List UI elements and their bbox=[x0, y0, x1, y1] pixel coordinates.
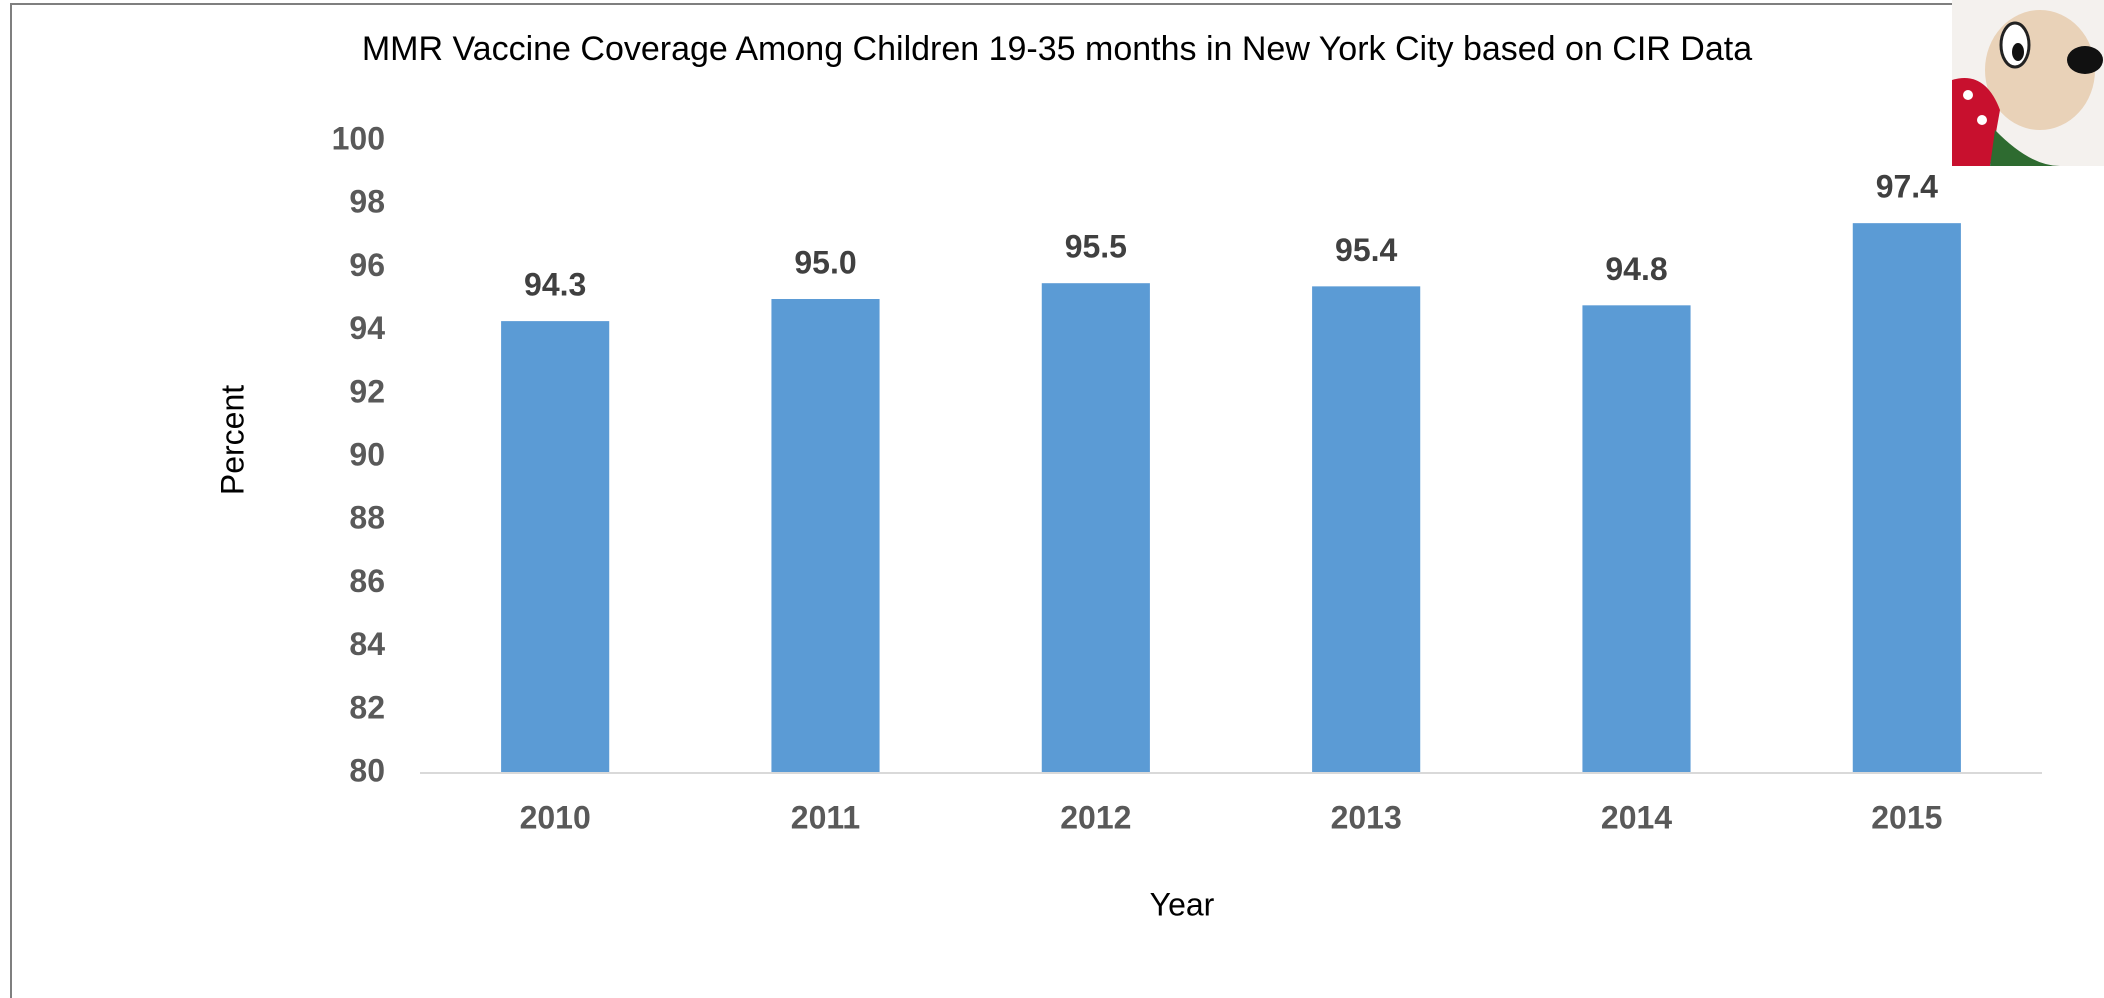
y-tick-label: 88 bbox=[349, 500, 385, 536]
value-label: 95.4 bbox=[1335, 232, 1397, 268]
y-tick-label: 98 bbox=[349, 184, 385, 220]
y-tick-label: 94 bbox=[349, 310, 385, 346]
value-label: 94.3 bbox=[524, 267, 586, 303]
x-tick-label: 2015 bbox=[1871, 799, 1942, 835]
x-axis-title: Year bbox=[1150, 886, 1215, 922]
bar bbox=[1582, 305, 1691, 773]
y-tick-label: 90 bbox=[349, 436, 385, 472]
y-tick-label: 86 bbox=[349, 563, 385, 599]
chart-title: MMR Vaccine Coverage Among Children 19-3… bbox=[362, 30, 1752, 68]
y-tick-label: 96 bbox=[349, 247, 385, 283]
y-tick-label: 84 bbox=[349, 626, 385, 662]
corner-photo bbox=[1952, 0, 2104, 166]
y-tick-label: 82 bbox=[349, 689, 385, 725]
y-tick-label: 100 bbox=[332, 120, 385, 156]
value-label: 97.4 bbox=[1876, 169, 1938, 205]
y-tick-label: 92 bbox=[349, 373, 385, 409]
y-tick-label: 80 bbox=[349, 752, 385, 788]
bar bbox=[1041, 283, 1150, 773]
bar bbox=[1852, 223, 1961, 773]
bar bbox=[771, 299, 880, 773]
bar bbox=[1312, 286, 1421, 773]
x-tick-label: 2012 bbox=[1060, 799, 1131, 835]
bar bbox=[501, 321, 610, 773]
value-label: 94.8 bbox=[1605, 251, 1667, 287]
x-tick-label: 2013 bbox=[1331, 799, 1402, 835]
value-label: 95.5 bbox=[1065, 229, 1127, 265]
x-tick-label: 2011 bbox=[791, 799, 860, 835]
y-axis-title: Percent bbox=[214, 385, 250, 495]
value-label: 95.0 bbox=[794, 244, 856, 280]
x-tick-label: 2010 bbox=[520, 799, 591, 835]
x-tick-label: 2014 bbox=[1601, 799, 1672, 835]
